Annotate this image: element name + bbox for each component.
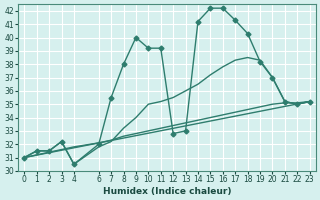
X-axis label: Humidex (Indice chaleur): Humidex (Indice chaleur) — [103, 187, 231, 196]
